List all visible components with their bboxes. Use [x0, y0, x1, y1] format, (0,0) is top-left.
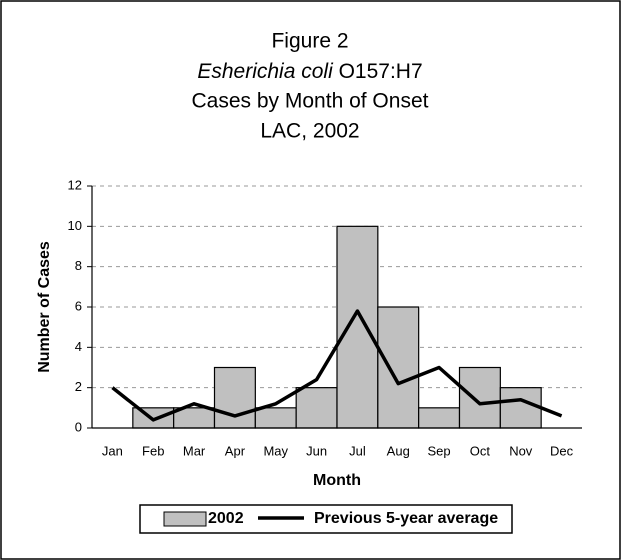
legend-label: 2002 [208, 510, 244, 527]
y-tick-label: 2 [75, 379, 82, 394]
x-tick-label: Jan [102, 443, 123, 458]
bar [499, 387, 542, 429]
x-tick-label: Apr [225, 443, 246, 458]
x-tick-label: May [263, 443, 288, 458]
bar [254, 407, 297, 429]
x-tick-label: Nov [509, 443, 533, 458]
y-tick-label: 10 [68, 218, 82, 233]
chart-subtitle: Cases by Month of Onset [192, 90, 429, 113]
y-tick-label: 4 [75, 339, 82, 354]
y-axis-label: Number of Cases [36, 241, 53, 373]
bar [295, 387, 338, 429]
bar [377, 306, 420, 429]
chart-subtitle: Esherichia coli O157:H7 [197, 60, 422, 83]
x-tick-label: Feb [142, 443, 164, 458]
x-tick-label: Jul [349, 443, 366, 458]
x-tick-label: Aug [387, 443, 410, 458]
x-tick-label: Dec [550, 443, 574, 458]
x-tick-label: Mar [183, 443, 206, 458]
legend-swatch [163, 511, 207, 527]
bar [418, 407, 461, 429]
y-tick-label: 8 [75, 258, 82, 273]
bar [336, 225, 379, 429]
chart-title: Figure 2 [271, 30, 348, 53]
x-tick-label: Sep [428, 443, 451, 458]
chart-subtitle: LAC, 2002 [260, 120, 359, 143]
line [111, 309, 563, 422]
x-axis-label: Month [313, 472, 361, 489]
serotype: O157:H7 [339, 60, 423, 83]
y-tick-label: 0 [75, 419, 82, 434]
y-tick-label: 12 [68, 177, 82, 192]
legend-label: Previous 5-year average [314, 510, 498, 527]
bar [458, 366, 501, 429]
organism: Esherichia coli [197, 60, 334, 83]
y-tick-label: 6 [75, 298, 82, 313]
x-tick-label: Jun [306, 443, 327, 458]
x-tick-label: Oct [470, 443, 491, 458]
bar [213, 366, 256, 429]
